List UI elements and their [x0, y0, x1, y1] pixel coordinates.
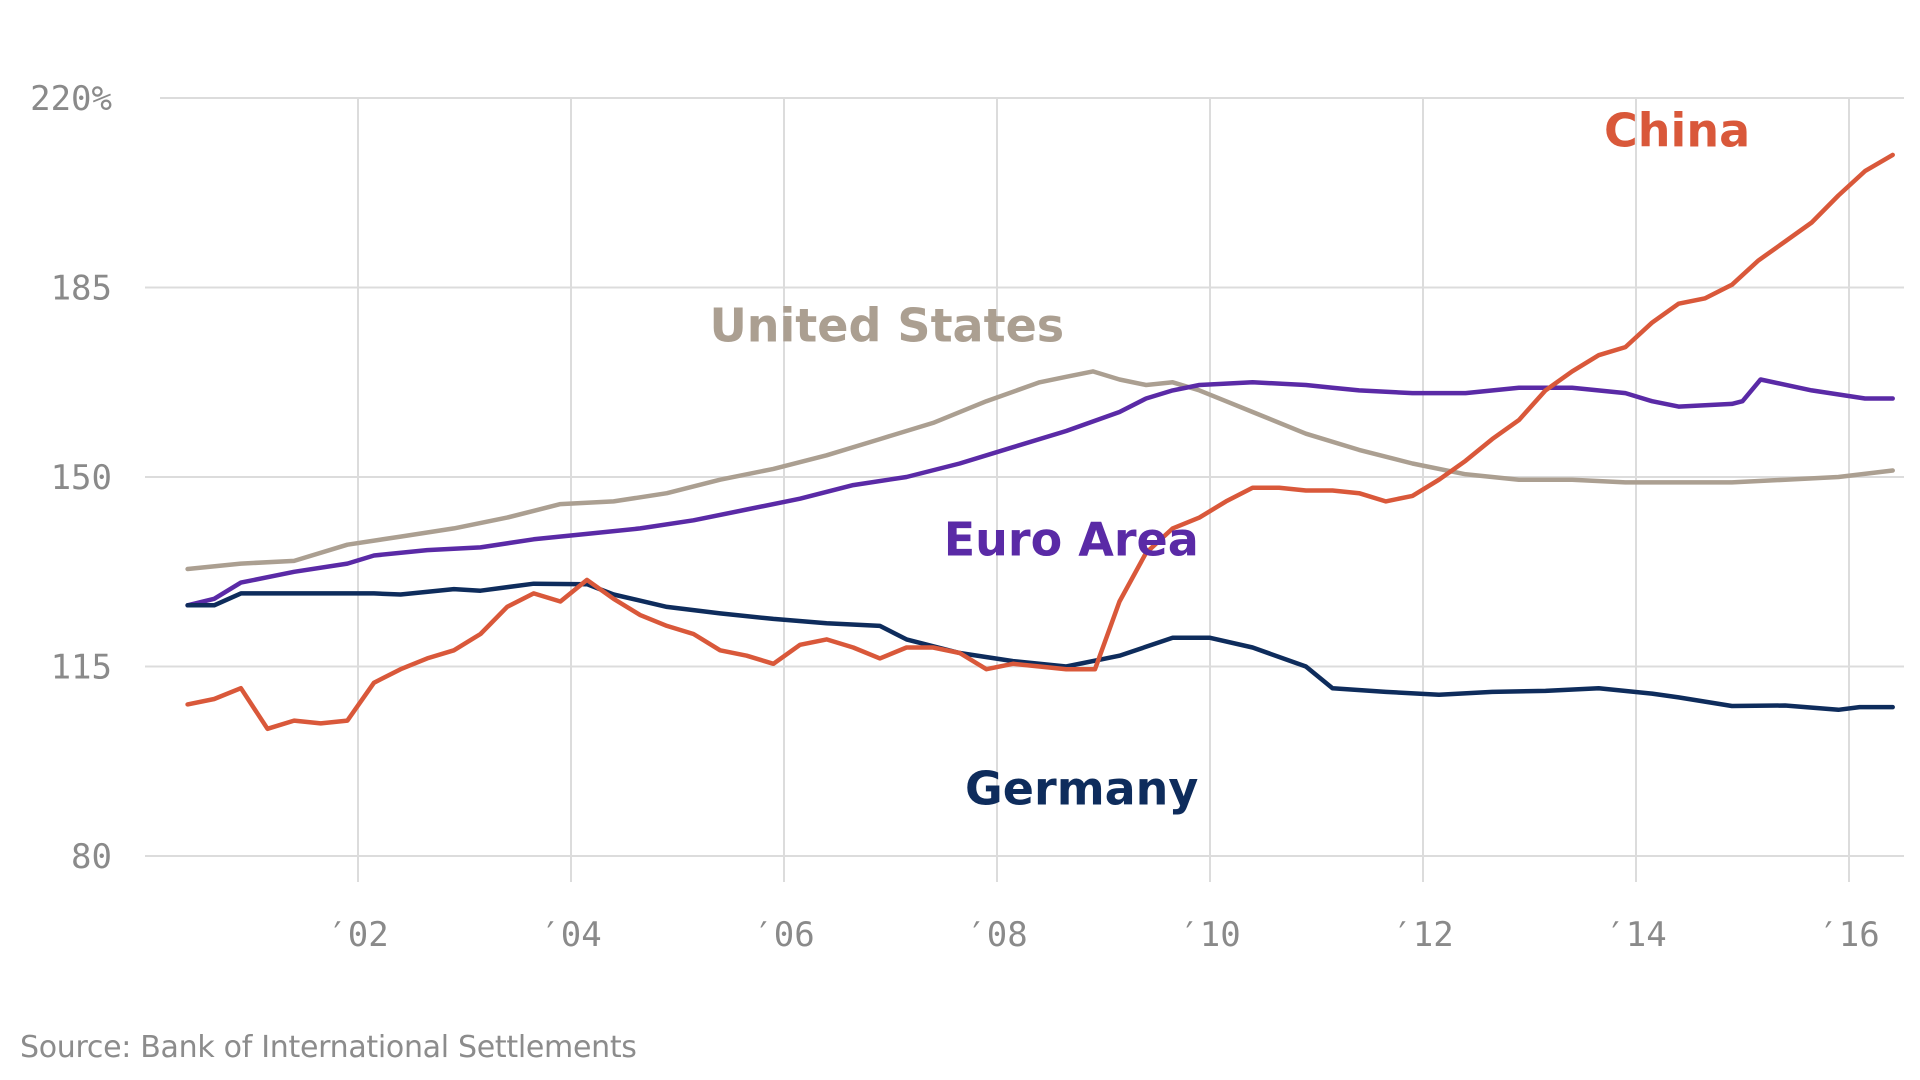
x-tick-label: ′04	[540, 915, 601, 955]
y-tick-label: 185	[51, 269, 112, 309]
series-line-china	[185, 152, 1895, 732]
y-axis-ticks: 220% 185 150 115 80	[30, 79, 112, 877]
source-note: Source: Bank of International Settlement…	[20, 1030, 637, 1065]
x-axis-ticks: ′02 ′04 ′06 ′08 ′10 ′12 ′14 ′16	[327, 915, 1879, 955]
horizontal-gridlines	[145, 97, 1904, 857]
series-line-united-states	[185, 369, 1895, 572]
x-tick-label: ′08	[966, 915, 1027, 955]
series-label-china: China	[1604, 104, 1750, 158]
series-lines	[185, 152, 1895, 732]
y-tick-label: 220%	[30, 79, 112, 119]
x-tick-label: ′16	[1818, 915, 1879, 955]
series-labels: United States Euro Area Germany China	[709, 104, 1750, 816]
series-label-germany: Germany	[965, 762, 1198, 816]
x-tick-label: ′10	[1179, 915, 1240, 955]
series-line-euro-area	[185, 377, 1895, 608]
y-tick-label: 80	[71, 837, 112, 877]
series-line-germany	[185, 581, 1895, 713]
x-tick-label: ′06	[753, 915, 814, 955]
y-tick-label: 115	[51, 648, 112, 688]
series-label-united-states: United States	[709, 299, 1064, 353]
x-tick-label: ′12	[1392, 915, 1453, 955]
y-tick-label: 150	[51, 458, 112, 498]
vertical-gridlines	[357, 98, 1850, 882]
series-label-euro-area: Euro Area	[944, 513, 1199, 567]
x-tick-label: ′02	[327, 915, 388, 955]
x-tick-label: ′14	[1605, 915, 1666, 955]
